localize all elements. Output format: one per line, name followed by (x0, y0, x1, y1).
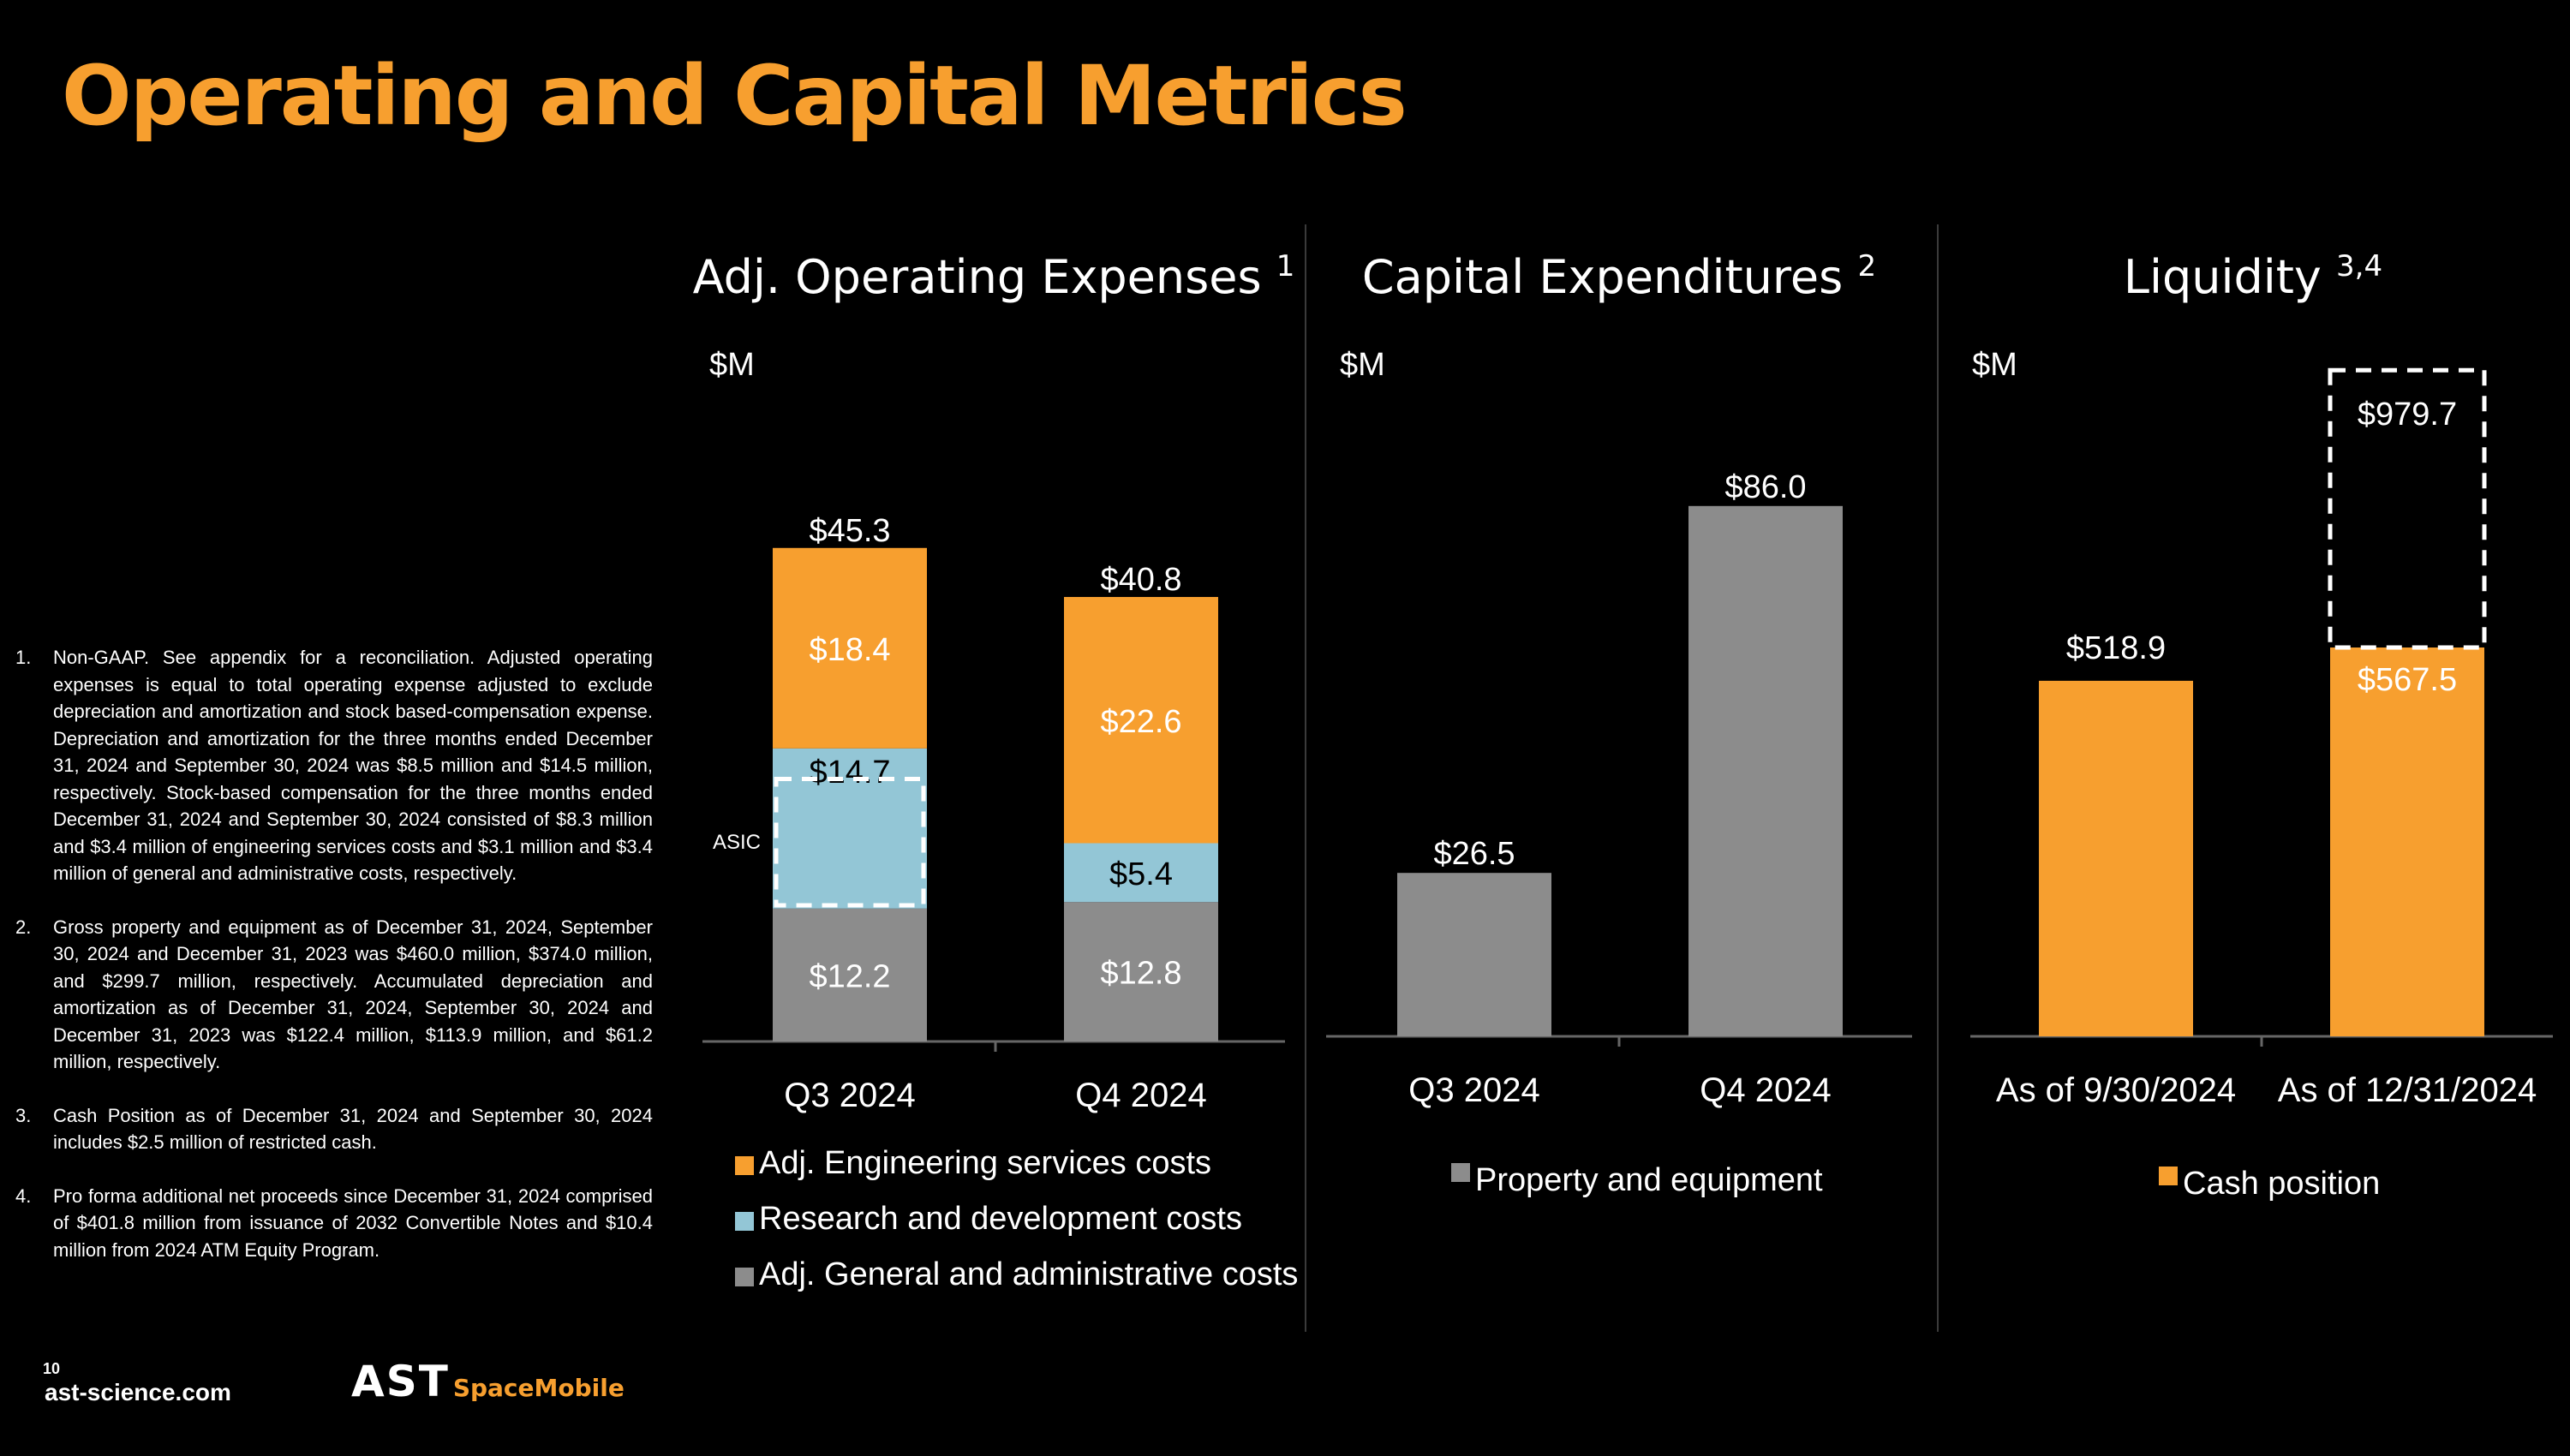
unit-label: $M (709, 347, 755, 383)
unit-label: $M (1340, 347, 1385, 383)
data-label: $12.2 (809, 958, 890, 994)
data-label: $12.8 (1100, 956, 1181, 992)
bar (1397, 873, 1551, 1036)
footnote-4: 4. Pro forma additional net proceeds sin… (15, 1183, 653, 1264)
footnote-number: 4. (15, 1184, 32, 1207)
website-url[interactable]: ast-science.com (45, 1379, 231, 1405)
x-tick-label: Q4 2024 (1075, 1077, 1206, 1114)
data-label: $14.7 (809, 755, 890, 791)
data-label: $22.6 (1100, 704, 1181, 740)
footnote-3: 3. Cash Position as of December 31, 2024… (15, 1102, 653, 1156)
asic-dashed-box (774, 776, 926, 908)
x-tick-label: Q3 2024 (1408, 1071, 1539, 1109)
footnote-2: 2. Gross property and equipment as of De… (15, 914, 653, 1076)
footnote-number: 2. (15, 916, 32, 938)
legend-swatch (1451, 1163, 1470, 1182)
x-tick-label: As of 9/30/2024 (1996, 1071, 2236, 1109)
legend-swatch (2159, 1167, 2178, 1185)
x-tick-label: As of 12/31/2024 (2278, 1071, 2537, 1109)
data-label: $518.9 (2066, 630, 2166, 666)
data-label: $86.0 (1724, 469, 1806, 505)
data-label: $567.5 (2358, 662, 2457, 698)
x-tick-label: Q4 2024 (1700, 1071, 1831, 1109)
legend-label: Property and equipment (1475, 1162, 1823, 1198)
bar-segment (1064, 843, 1218, 903)
total-label: $45.3 (809, 513, 890, 549)
legend-swatch (735, 1156, 754, 1175)
chart-title: Liquidity 3,4 (2124, 249, 2382, 304)
legend-label: Research and development costs (759, 1201, 1242, 1237)
chart-title: Capital Expenditures 2 (1362, 249, 1876, 304)
pro-forma-label: $979.7 (2358, 397, 2457, 433)
asic-label: ASIC (713, 831, 761, 854)
logo-main-text: AST (351, 1357, 450, 1406)
data-label: $26.5 (1433, 836, 1515, 872)
legend-label: Cash position (2183, 1166, 2380, 1202)
footnote-number: 3. (15, 1104, 32, 1126)
footnote-text: Non-GAAP. See appendix for a reconciliat… (53, 647, 653, 884)
x-tick-label: Q3 2024 (784, 1077, 915, 1114)
footnote-text: Cash Position as of December 31, 2024 an… (53, 1104, 653, 1154)
unit-label: $M (1972, 347, 2017, 383)
bar-segment (773, 908, 927, 1041)
data-label: $5.4 (1109, 856, 1173, 892)
logo-sub-text: SpaceMobile (452, 1374, 625, 1402)
footnote-text: Pro forma additional net proceeds since … (53, 1184, 653, 1261)
total-label: $40.8 (1100, 562, 1181, 598)
footnote-number: 1. (15, 647, 32, 668)
legend-label: Adj. General and administrative costs (759, 1256, 1298, 1292)
bar (1688, 505, 1843, 1036)
bar-segment (773, 748, 927, 909)
bar-segment (1064, 597, 1218, 844)
bar-segment (773, 547, 927, 749)
bar (2039, 680, 2193, 1036)
bar-segment (1064, 902, 1218, 1041)
legend-swatch (735, 1268, 754, 1286)
page-number: 10 (43, 1360, 61, 1377)
chart-title: Adj. Operating Expenses 1 (693, 249, 1295, 304)
page-title: Operating and Capital Metrics (62, 48, 1408, 144)
legend-swatch (735, 1212, 754, 1231)
legend-label: Adj. Engineering services costs (759, 1145, 1211, 1181)
footnote-1: 1. Non-GAAP. See appendix for a reconcil… (15, 644, 653, 887)
bar (2330, 647, 2484, 1036)
pro-forma-dashed-box (2328, 367, 2487, 650)
company-logo: AST SpaceMobile (351, 1360, 625, 1403)
footnote-text: Gross property and equipment as of Decem… (53, 916, 653, 1073)
footnotes: 1. Non-GAAP. See appendix for a reconcil… (15, 644, 653, 1290)
data-label: $18.4 (809, 632, 890, 668)
